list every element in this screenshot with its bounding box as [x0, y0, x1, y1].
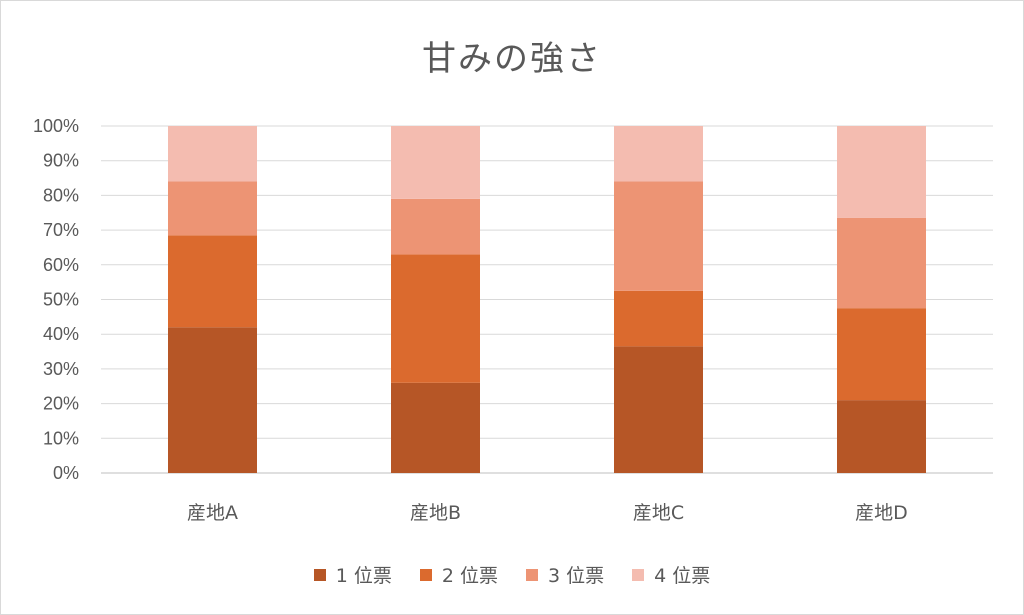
legend-item: 2 位票	[419, 561, 498, 588]
legend-swatch	[632, 568, 645, 581]
bar-segment	[391, 126, 480, 199]
y-tick-labels: 0% 10% 20% 30% 40% 50% 60% 70% 80% 90% 100%	[33, 116, 79, 483]
bar-segment	[391, 382, 480, 473]
bars	[168, 126, 926, 473]
y-tick-label: 60%	[43, 255, 79, 275]
y-tick-label: 90%	[43, 151, 79, 171]
legend-item: 4 位票	[632, 561, 710, 588]
legend-swatch	[526, 568, 538, 581]
y-tick-label: 20%	[43, 394, 79, 414]
x-category-label: 産地D	[855, 502, 908, 524]
x-category-label: 産地B	[410, 502, 461, 524]
x-category-labels: 産地A 産地B 産地C 産地D	[187, 502, 908, 524]
bar-segment	[837, 400, 926, 473]
legend-swatch	[419, 568, 432, 581]
bar-segment	[837, 217, 926, 309]
y-tick-label: 70%	[43, 220, 79, 240]
y-tick-label: 100%	[33, 116, 79, 136]
bar-segment	[391, 198, 480, 255]
bar-segment	[614, 126, 703, 182]
bar-segment	[614, 346, 703, 473]
bar-segment	[614, 181, 703, 291]
legend-label: 4 位票	[654, 565, 711, 587]
y-tick-label: 80%	[43, 185, 79, 205]
legend-label: 2 位票	[441, 565, 498, 587]
legend-item: 3 位票	[526, 561, 604, 588]
y-tick-label: 0%	[53, 463, 79, 483]
bar-segment	[614, 290, 703, 347]
bar-segment	[168, 181, 257, 236]
y-tick-label: 40%	[43, 324, 79, 344]
legend-label: 3 位票	[548, 565, 605, 587]
legend-swatch	[313, 568, 326, 581]
x-category-label: 産地C	[633, 502, 684, 524]
y-tick-label: 50%	[43, 290, 79, 310]
y-tick-label: 30%	[43, 359, 79, 379]
bar-segment	[168, 327, 257, 473]
legend-item: 1 位票	[313, 561, 392, 588]
y-tick-label: 10%	[43, 428, 79, 448]
chart-title: 甘みの強さ	[422, 39, 602, 79]
bar-segment	[168, 126, 257, 182]
bar-segment	[837, 126, 926, 218]
bar-segment	[391, 254, 480, 383]
legend-label: 1 位票	[335, 565, 392, 587]
bar-segment	[837, 308, 926, 401]
legend: 1 位票 2 位票 3 位票 4 位票	[1, 561, 1023, 588]
bar-segment	[168, 235, 257, 328]
x-category-label: 産地A	[187, 502, 238, 524]
